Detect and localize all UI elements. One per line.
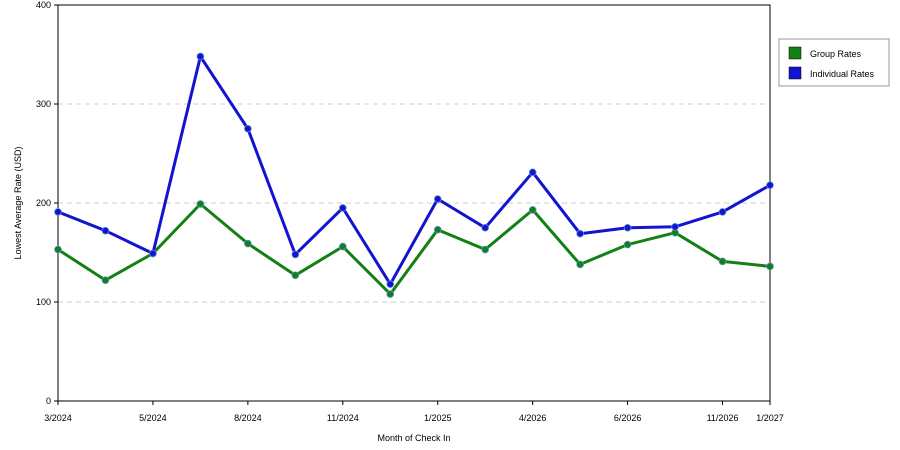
x-tick-label: 11/2026 — [707, 413, 739, 423]
data-point-individual-rates — [386, 280, 395, 288]
data-point-individual-rates — [338, 204, 347, 212]
legend-swatch-group-rates — [788, 46, 802, 60]
data-point-group-rates — [718, 257, 727, 266]
data-point-group-rates — [481, 245, 490, 254]
x-tick-label: 1/2027 — [756, 413, 784, 423]
data-point-individual-rates — [244, 124, 252, 133]
series-line-individual-rates — [56, 55, 772, 286]
x-tick-label: 5/2024 — [139, 413, 167, 423]
legend-swatch-individual-rates — [788, 66, 802, 80]
x-tick-label: 8/2024 — [234, 413, 262, 423]
data-point-group-rates — [244, 239, 252, 248]
x-tick-label: 3/2024 — [44, 413, 72, 423]
data-point-individual-rates — [196, 52, 205, 61]
data-point-group-rates — [433, 225, 442, 234]
legend: Group Rates Individual Rates — [778, 38, 890, 87]
data-point-individual-rates — [101, 226, 110, 235]
data-point-individual-rates — [528, 168, 537, 177]
legend-label-group-rates: Group Rates — [810, 49, 862, 59]
data-point-group-rates — [623, 240, 632, 249]
data-point-group-rates — [338, 242, 347, 251]
x-axis-title: Month of Check In — [377, 433, 450, 443]
data-point-individual-rates — [766, 181, 774, 189]
y-tick-label: 300 — [36, 99, 51, 109]
data-point-individual-rates — [623, 223, 632, 232]
data-point-group-rates — [766, 262, 774, 271]
data-point-group-rates — [291, 271, 300, 280]
data-point-individual-rates — [54, 208, 62, 216]
x-tick-label: 11/2024 — [327, 413, 359, 423]
x-tick-label: 1/2025 — [424, 413, 452, 423]
data-point-individual-rates — [433, 195, 442, 203]
data-point-individual-rates — [291, 250, 300, 259]
data-point-group-rates — [196, 200, 205, 208]
data-point-group-rates — [386, 290, 395, 298]
legend-label-individual-rates: Individual Rates — [810, 69, 875, 79]
data-point-group-rates — [528, 206, 537, 214]
data-point-individual-rates — [671, 222, 679, 231]
y-tick-label: 200 — [36, 198, 51, 208]
x-tick-label: 6/2026 — [614, 413, 642, 423]
data-point-individual-rates — [718, 208, 727, 216]
data-point-individual-rates — [481, 223, 490, 232]
y-tick-label: 400 — [36, 0, 51, 10]
series-layer — [54, 52, 774, 298]
y-axis-title: Lowest Average Rate (USD) — [13, 147, 23, 260]
data-point-individual-rates — [149, 249, 157, 258]
y-tick-label: 100 — [36, 297, 51, 307]
data-point-individual-rates — [576, 229, 584, 238]
axis-layer: 0 100 200 300 400 3/2024 5/2024 8/2024 11/2024 1/… — [36, 0, 784, 423]
data-point-group-rates — [54, 245, 62, 254]
data-point-group-rates — [576, 260, 584, 269]
x-tick-label: 4/2026 — [519, 413, 547, 423]
y-tick-label: 0 — [46, 396, 51, 406]
data-point-group-rates — [101, 276, 110, 285]
grid-layer — [58, 103, 770, 303]
series-line-group-rates — [56, 202, 772, 296]
